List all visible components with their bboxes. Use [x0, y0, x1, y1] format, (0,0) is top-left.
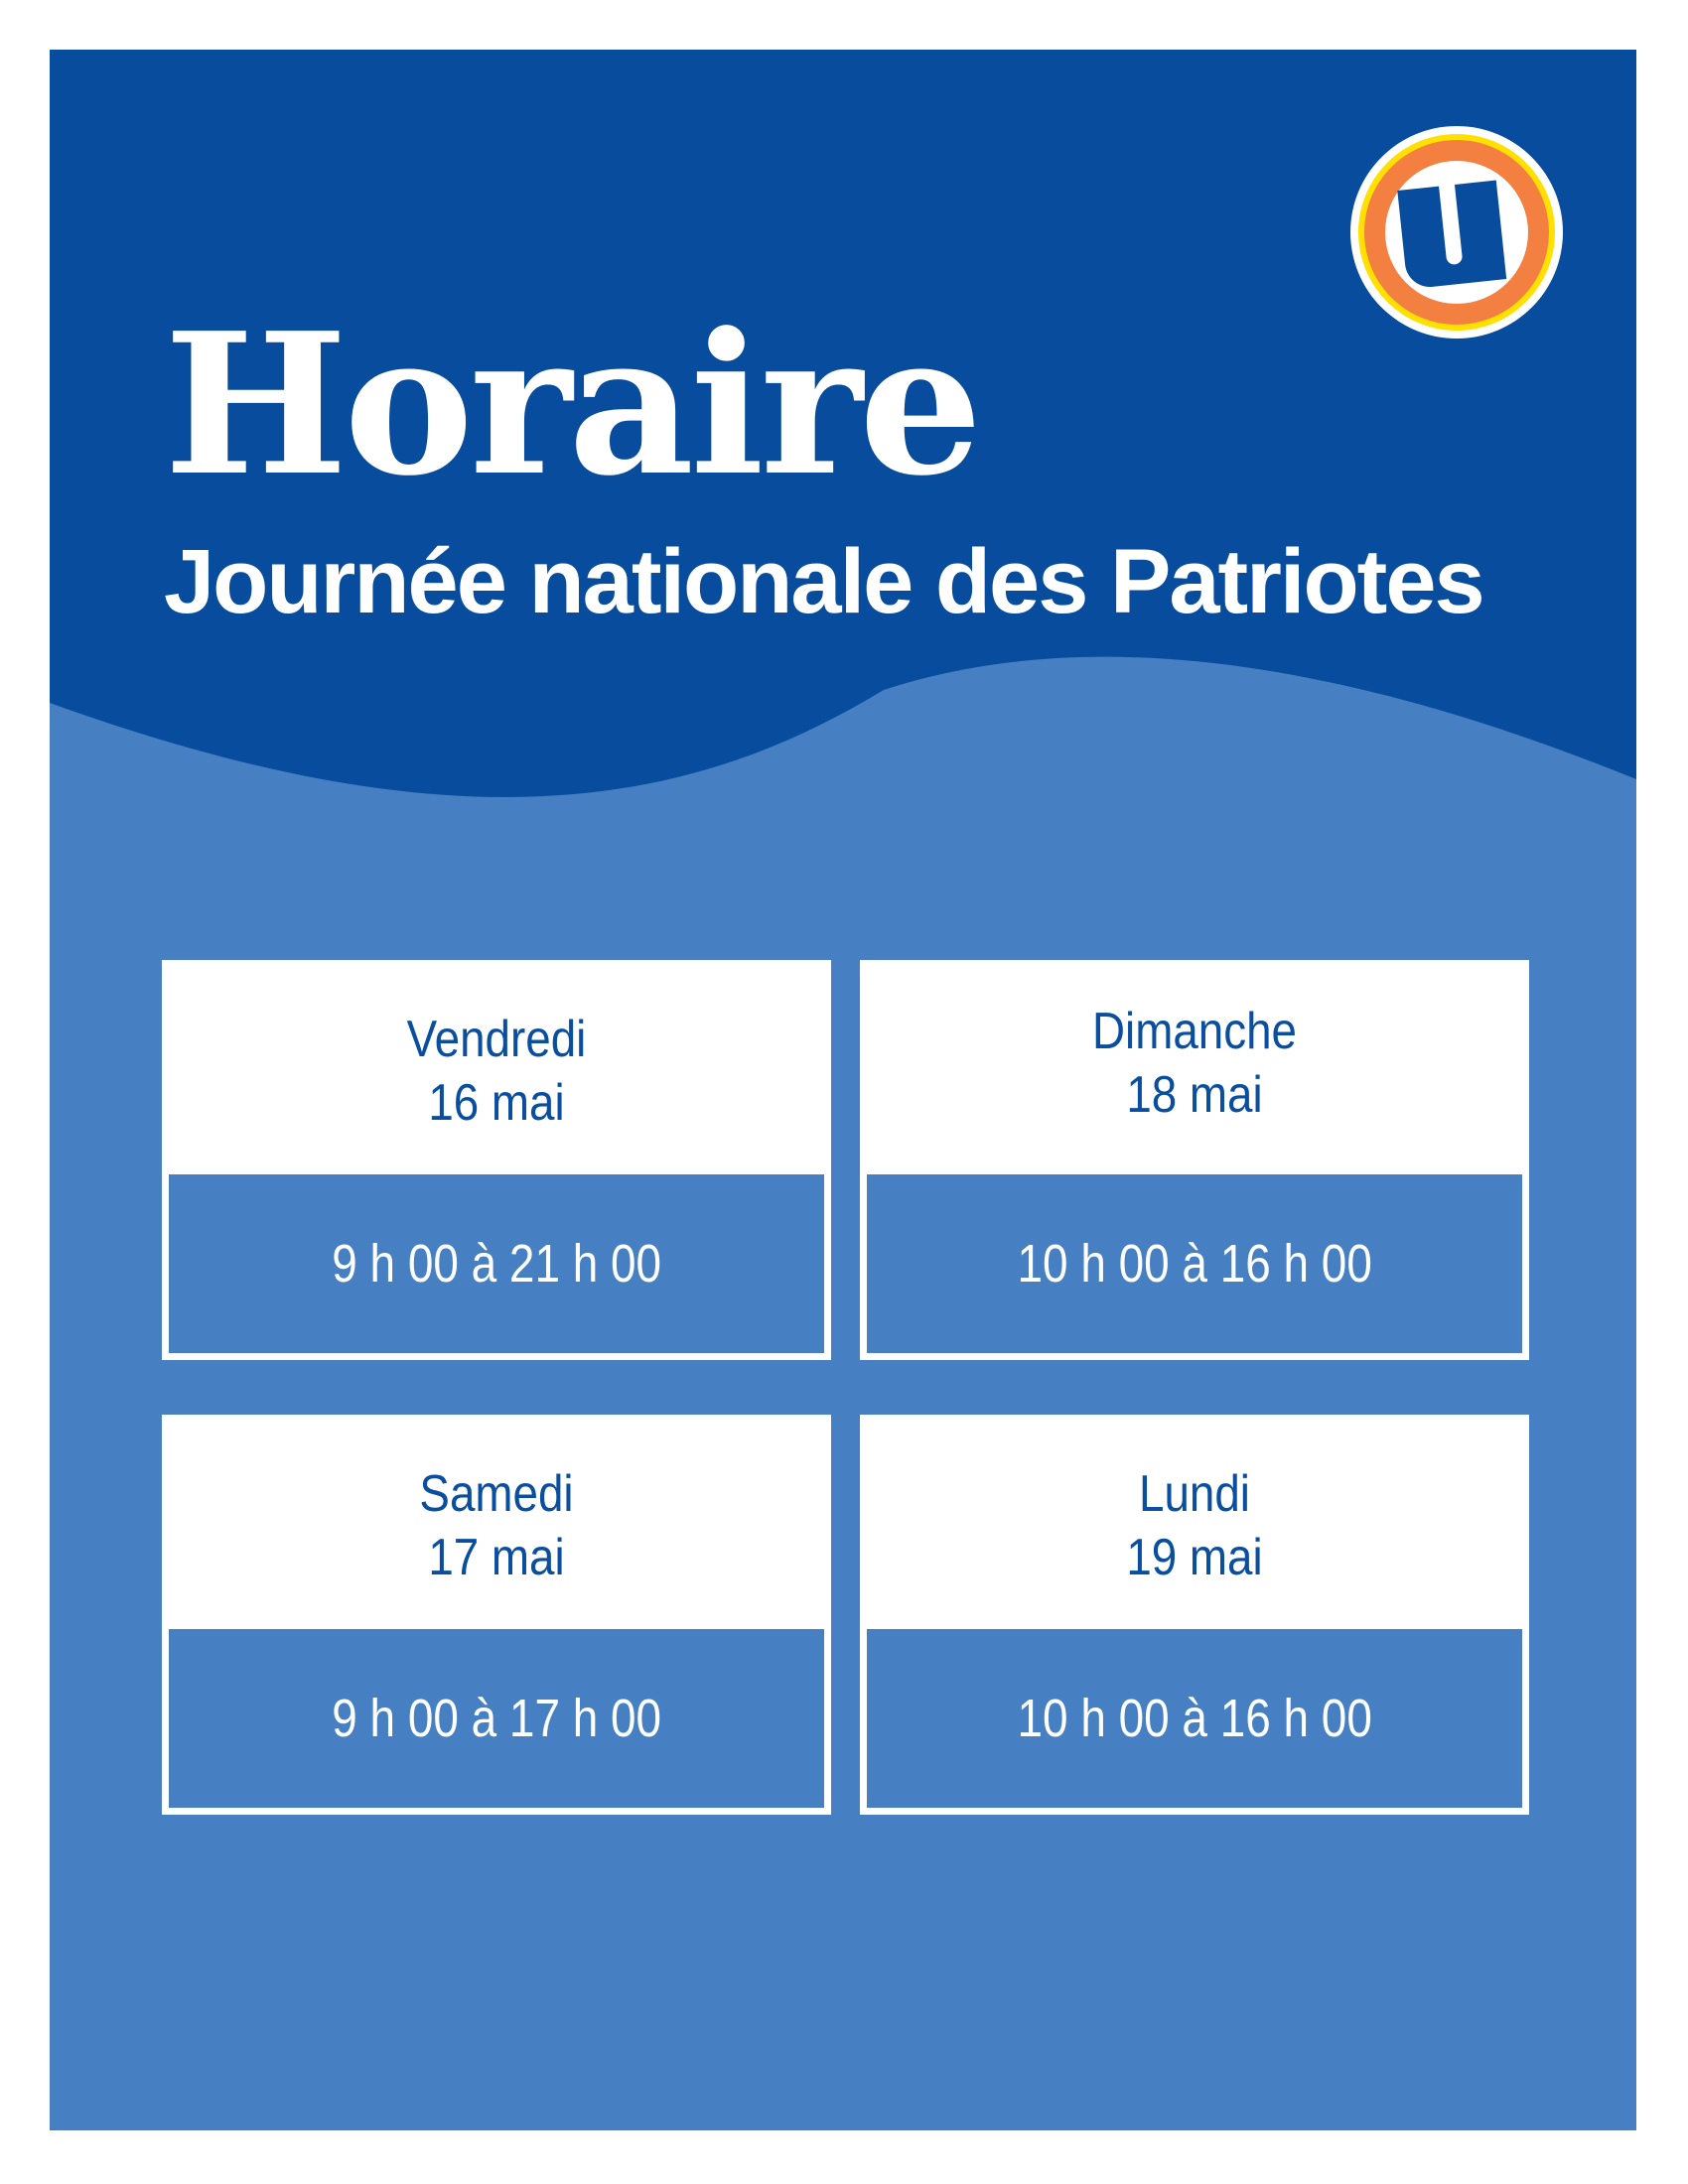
hours-box: 10 h 00 à 16 h 00 — [867, 1174, 1522, 1353]
hours-text: 9 h 00 à 21 h 00 — [332, 1234, 661, 1294]
schedule-card-saturday: Samedi 17 mai 9 h 00 à 17 h 00 — [162, 1415, 831, 1815]
day-date: 18 mai — [1126, 1066, 1263, 1124]
page-subtitle: Journée nationale des Patriotes — [164, 531, 1485, 632]
day-name: Lundi — [1139, 1465, 1250, 1523]
day-name: Dimanche — [1091, 1003, 1298, 1060]
hours-box: 9 h 00 à 21 h 00 — [169, 1174, 824, 1353]
page-title: Horaire — [164, 291, 983, 519]
day-date: 16 mai — [428, 1074, 565, 1132]
day-date: 19 mai — [1126, 1529, 1263, 1586]
day-name: Samedi — [419, 1465, 574, 1523]
hours-text: 10 h 00 à 16 h 00 — [1017, 1234, 1372, 1294]
day-date: 17 mai — [428, 1529, 565, 1586]
schedule-card-friday: Vendredi 16 mai 9 h 00 à 21 h 00 — [162, 960, 831, 1360]
schedule-card-sunday: Dimanche 18 mai 10 h 00 à 16 h 00 — [860, 960, 1529, 1360]
hours-box: 9 h 00 à 17 h 00 — [169, 1629, 824, 1808]
hours-box: 10 h 00 à 16 h 00 — [867, 1629, 1522, 1808]
hours-text: 10 h 00 à 16 h 00 — [1017, 1689, 1372, 1748]
schedule-card-monday: Lundi 19 mai 10 h 00 à 16 h 00 — [860, 1415, 1529, 1815]
u-logo-icon — [1350, 126, 1563, 339]
day-name: Vendredi — [406, 1011, 587, 1068]
header-wave-background — [50, 50, 1636, 797]
hours-text: 9 h 00 à 17 h 00 — [332, 1689, 661, 1748]
